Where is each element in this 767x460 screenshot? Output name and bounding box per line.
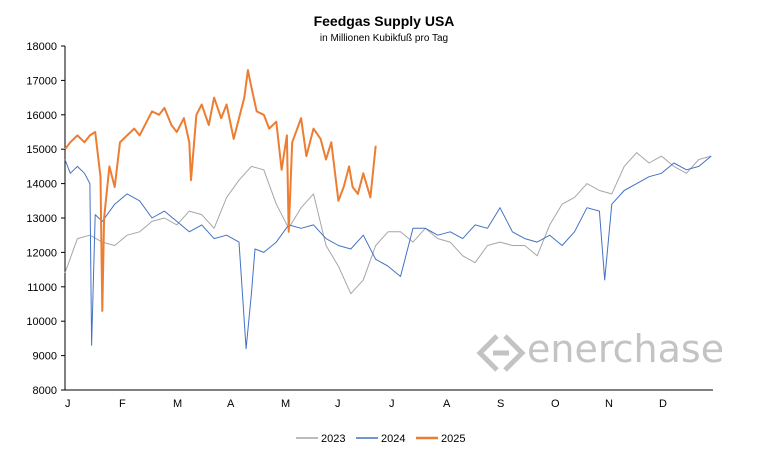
x-tick-label: J xyxy=(335,398,341,410)
x-tick-label: F xyxy=(119,398,126,410)
chart-legend: 2023 2024 2025 xyxy=(296,433,465,445)
x-tick-label: J xyxy=(389,398,395,410)
watermark-logo: enerchase xyxy=(476,327,724,372)
y-tick-label: 14000 xyxy=(26,179,57,191)
legend-label-2025: 2025 xyxy=(441,433,465,445)
x-tick-label: D xyxy=(659,398,667,410)
chart-subtitle: in Millionen Kubikfuß pro Tag xyxy=(320,33,448,44)
series-line-2025 xyxy=(64,69,377,312)
y-tick-label: 13000 xyxy=(26,213,57,225)
series-layer xyxy=(64,69,712,350)
enerchase-logo-icon xyxy=(476,334,526,372)
chart-title: Feedgas Supply USA xyxy=(314,13,455,29)
x-tick-label: M xyxy=(173,398,182,410)
y-tick-label: 16000 xyxy=(26,110,57,122)
x-tick-label: A xyxy=(443,398,451,410)
watermark-text: enerchase xyxy=(527,327,724,371)
y-tick-label: 18000 xyxy=(26,41,57,53)
legend-label-2023: 2023 xyxy=(321,433,345,445)
x-tick-label: N xyxy=(605,398,613,410)
x-tick-label: M xyxy=(281,398,290,410)
x-tick-label: O xyxy=(551,398,560,410)
y-tick-label: 12000 xyxy=(26,247,57,259)
series-line-2023 xyxy=(64,152,712,295)
x-tick-label: J xyxy=(65,398,71,410)
y-tick-label: 10000 xyxy=(26,316,57,328)
y-tick-label: 15000 xyxy=(26,144,57,156)
series-line-2024 xyxy=(64,155,712,350)
y-tick-label: 11000 xyxy=(27,282,57,294)
x-tick-label: A xyxy=(227,398,235,410)
y-tick-label: 9000 xyxy=(33,351,57,363)
y-tick-label: 17000 xyxy=(26,75,57,87)
chart-axes: 8000 9000 10000 11000 12000 13000 14000 15000 16… xyxy=(26,41,713,410)
y-tick-label: 8000 xyxy=(33,385,57,397)
x-tick-label: S xyxy=(497,398,504,410)
legend-label-2024: 2024 xyxy=(381,433,405,445)
